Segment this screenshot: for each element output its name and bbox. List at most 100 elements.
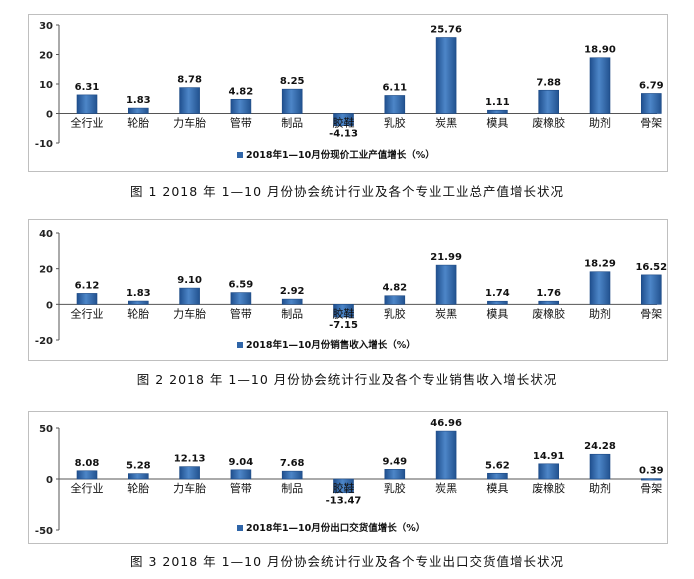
data-label: 18.90 [584, 45, 616, 56]
y-tick-label: 50 [39, 424, 53, 435]
x-tick-label: 力车胎 [173, 116, 206, 130]
y-tick-label: 20 [39, 51, 53, 62]
x-tick-label: 管带 [230, 116, 252, 130]
chart-1-caption: 图 1 2018 年 1—10 月份协会统计行业及各个专业工业总产值增长状况 [130, 184, 564, 199]
y-tick-label: 0 [46, 475, 53, 486]
data-label: 8.08 [75, 458, 100, 469]
x-tick-label: 制品 [281, 307, 303, 320]
bar-乳胶 [384, 95, 406, 114]
x-tick-label: 炭黑 [435, 482, 457, 495]
data-label: -4.13 [329, 129, 358, 140]
data-label: -7.15 [329, 320, 358, 331]
data-label: 9.10 [177, 275, 202, 286]
chart-2-caption: 图 2 2018 年 1—10 月份协会统计行业及各个专业销售收入增长状况 [136, 372, 558, 387]
x-tick-label: 炭黑 [435, 307, 457, 320]
x-tick-label: 废橡胶 [532, 116, 565, 130]
x-tick-label: 力车胎 [173, 481, 206, 495]
chart-3-caption: 图 3 2018 年 1—10 月份协会统计行业及各个专业出口交货值增长状况 [130, 554, 564, 569]
x-tick-label: 胶鞋 [333, 481, 355, 495]
bar-骨架 [640, 274, 662, 305]
x-tick-label: 胶鞋 [333, 116, 355, 130]
bar-乳胶 [384, 469, 406, 480]
data-label: 12.13 [174, 454, 206, 465]
bar-制品 [281, 298, 303, 305]
bar-轮胎 [128, 300, 149, 305]
bar-轮胎 [128, 107, 149, 114]
legend-label: 2018年1—10月份出口交货值增长（%） [246, 522, 425, 534]
data-label: 24.28 [584, 441, 616, 452]
bar-全行业 [76, 94, 98, 114]
data-label: 1.74 [485, 288, 510, 299]
data-label: 0.39 [639, 466, 664, 477]
bar-炭黑 [435, 430, 457, 480]
y-tick-label: -20 [35, 336, 53, 347]
data-label: 7.68 [280, 458, 305, 469]
data-label: 6.11 [382, 82, 407, 93]
bar-制品 [281, 88, 303, 114]
data-label: 4.82 [229, 86, 254, 97]
x-tick-label: 骨架 [640, 117, 662, 130]
data-label: 2.92 [280, 286, 305, 297]
x-tick-label: 模具 [486, 307, 508, 320]
x-tick-label: 轮胎 [127, 116, 149, 130]
bar-炭黑 [435, 37, 457, 114]
bar-乳胶 [384, 295, 406, 305]
bar-废橡胶 [538, 300, 560, 305]
x-tick-label: 模具 [486, 117, 508, 130]
bar-力车胎 [179, 87, 200, 114]
data-label: 46.96 [430, 418, 462, 429]
y-tick-label: -10 [35, 139, 53, 150]
x-tick-label: 炭黑 [435, 117, 457, 130]
legend-label: 2018年1—10月份销售收入增长（%） [246, 339, 416, 351]
bar-废橡胶 [538, 89, 560, 114]
bar-力车胎 [179, 466, 200, 480]
data-label: 1.11 [485, 97, 510, 108]
bar-骨架 [640, 93, 662, 114]
x-tick-label: 骨架 [640, 307, 662, 320]
x-tick-label: 管带 [230, 306, 252, 320]
x-tick-label: 乳胶 [384, 481, 406, 495]
bar-管带 [230, 292, 252, 305]
y-tick-label: -50 [35, 526, 53, 537]
bar-炭黑 [435, 264, 457, 305]
chart-3-svg: 50 0 -50 8.08 全行业 5.28 轮胎 12.13 力车胎 9.04 管带 7.68 制品 -… [35, 418, 664, 537]
data-label: 9.04 [229, 457, 254, 468]
data-label: 6.79 [639, 80, 664, 91]
x-tick-label: 制品 [281, 117, 303, 130]
data-label: 6.31 [75, 82, 100, 93]
y-tick-label: 20 [39, 265, 53, 276]
data-label: 8.78 [177, 75, 202, 86]
bar-模具 [487, 300, 508, 305]
data-label: 1.76 [536, 288, 561, 299]
legend-swatch [237, 152, 243, 158]
legend-label: 2018年1—10月份现价工业产值增长（%） [246, 149, 435, 161]
bar-轮胎 [128, 473, 149, 480]
x-tick-label: 轮胎 [127, 481, 149, 495]
data-label: 1.83 [126, 95, 151, 106]
x-tick-label: 模具 [486, 482, 508, 495]
legend-swatch [237, 342, 243, 348]
y-tick-label: 10 [39, 80, 53, 91]
x-tick-label: 废橡胶 [532, 481, 565, 495]
bar-模具 [487, 109, 508, 114]
x-tick-label: 全行业 [71, 116, 104, 130]
x-tick-label: 助剂 [589, 306, 611, 320]
x-tick-label: 制品 [281, 482, 303, 495]
data-label: 5.62 [485, 460, 510, 471]
data-label: -13.47 [326, 496, 362, 507]
bar-胶鞋 [333, 478, 354, 494]
data-label: 25.76 [430, 25, 462, 36]
x-tick-label: 胶鞋 [333, 306, 355, 320]
bar-骨架 [640, 478, 662, 481]
bar-管带 [230, 469, 252, 480]
bar-胶鞋 [333, 113, 354, 126]
x-tick-label: 骨架 [640, 482, 662, 495]
data-label: 14.91 [533, 451, 565, 462]
x-tick-label: 助剂 [589, 116, 611, 130]
x-tick-label: 乳胶 [384, 306, 406, 320]
data-label: 7.88 [536, 77, 561, 88]
data-label: 6.59 [229, 280, 254, 291]
bar-助剂 [589, 57, 611, 114]
chart-3-frame: 50 0 -50 8.08 全行业 5.28 轮胎 12.13 力车胎 9.04 管带 7.68 制品 -… [28, 411, 668, 544]
bar-废橡胶 [538, 463, 560, 480]
